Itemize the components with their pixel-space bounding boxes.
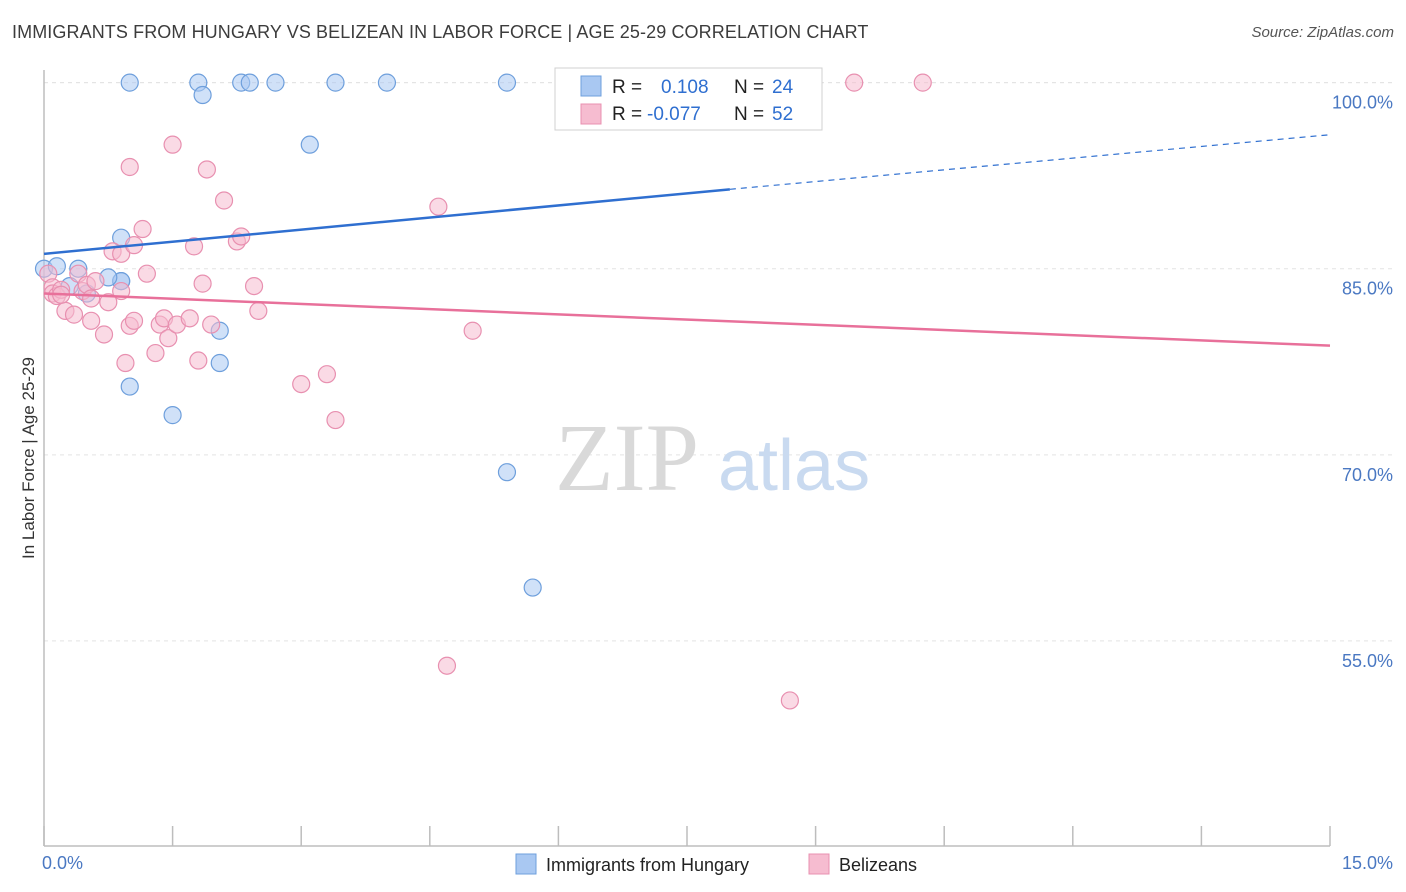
trend-lines — [43, 134, 1331, 347]
legend-n-label-belize: N = — [734, 104, 764, 125]
belize-point-12 — [94, 325, 114, 344]
legend-r-label-belize: R = — [612, 104, 642, 125]
y-axis-label: In Labor Force | Age 25-29 — [19, 357, 38, 559]
watermark-zip: ZIP — [555, 404, 699, 511]
legend-n-value-belize: 52 — [772, 104, 793, 125]
belize-point-39 — [249, 301, 268, 320]
hungary-point-16 — [326, 73, 345, 92]
bottom-legend-label-belize: Belizeans — [839, 855, 917, 875]
x-ticks — [43, 826, 1331, 846]
belize-point-46 — [437, 656, 457, 675]
bottom-legend-swatch-belize — [808, 853, 830, 875]
hungary-point-22 — [120, 377, 139, 396]
chart-title: IMMIGRANTS FROM HUNGARY VS BELIZEAN IN L… — [12, 22, 869, 42]
hungary-point-23 — [163, 406, 182, 425]
hungary-point-18 — [497, 73, 517, 92]
belize-point-48 — [845, 73, 864, 92]
x-tick-label-15: 15.0% — [1342, 853, 1393, 873]
hungary-point-11 — [193, 85, 212, 105]
belize-point-23 — [146, 343, 165, 363]
belize-point-33 — [197, 160, 216, 179]
belize-point-6 — [64, 305, 84, 324]
y-tick-labels: 100.0% 85.0% 70.0% 55.0% — [1332, 93, 1393, 671]
belize-point-35 — [214, 191, 234, 210]
x-tick-labels: 0.0% 15.0% — [42, 853, 1393, 873]
belize-point-27 — [163, 135, 182, 154]
legend-r-value-hungary: 0.108 — [661, 77, 709, 98]
legend-n-value-hungary: 24 — [772, 77, 794, 98]
chart-source: Source: ZipAtlas.com — [1251, 24, 1394, 41]
gridlines — [44, 82, 1392, 642]
watermark-atlas: atlas — [718, 426, 870, 506]
belize-point-38 — [244, 276, 264, 296]
belize-point-47 — [780, 691, 799, 710]
belize-point-13 — [99, 293, 118, 312]
y-tick-label-70: 70.0% — [1342, 465, 1393, 485]
hungary-point-15 — [300, 135, 319, 154]
belize-point-19 — [124, 311, 144, 330]
legend-n-label-hungary: N = — [734, 77, 764, 98]
hungary-point-14 — [266, 73, 285, 92]
series-hungary-points — [34, 73, 722, 597]
belize-point-45 — [463, 321, 482, 340]
belize-point-32 — [193, 274, 212, 293]
belize-point-43 — [326, 410, 345, 430]
belize-point-40 — [120, 157, 139, 177]
belize-point-29 — [180, 309, 199, 328]
legend-bottom: Immigrants from Hungary Belizeans — [515, 853, 917, 875]
trend-line-hungary-extension — [729, 134, 1331, 190]
belize-point-44 — [429, 197, 448, 216]
y-tick-label-100: 100.0% — [1332, 93, 1393, 113]
belize-point-31 — [189, 351, 208, 370]
belize-point-11 — [82, 311, 101, 330]
legend-r-label-hungary: R = — [612, 77, 642, 98]
hungary-point-13 — [240, 73, 259, 92]
hungary-point-24 — [497, 463, 517, 482]
legend-top: R = 0.108 N = 24 R = -0.077 N = 52 — [554, 67, 823, 131]
belize-point-41 — [292, 374, 311, 394]
hungary-point-21 — [210, 353, 229, 373]
y-tick-label-85: 85.0% — [1342, 279, 1393, 299]
belize-point-17 — [116, 353, 135, 373]
hungary-point-17 — [377, 73, 397, 92]
belize-point-49 — [913, 73, 932, 92]
bottom-legend-swatch-hungary — [515, 853, 537, 875]
hungary-point-9 — [120, 73, 139, 92]
bottom-legend-label-hungary: Immigrants from Hungary — [546, 855, 749, 875]
trend-line-belize — [43, 292, 1331, 347]
belize-point-10 — [82, 289, 101, 308]
series-belize-points — [39, 73, 932, 710]
watermark: ZIP atlas — [555, 404, 870, 511]
belize-point-26 — [159, 329, 178, 348]
legend-swatch-hungary — [580, 75, 602, 97]
trend-line-hungary — [43, 188, 730, 256]
legend-r-value-belize: -0.077 — [647, 104, 701, 125]
belize-point-34 — [202, 315, 221, 334]
hungary-point-25 — [523, 578, 542, 597]
x-tick-label-0: 0.0% — [42, 853, 83, 873]
belize-point-30 — [184, 237, 204, 256]
belize-point-21 — [133, 219, 152, 239]
y-tick-label-55: 55.0% — [1342, 651, 1393, 671]
belize-point-22 — [137, 264, 156, 283]
belize-point-51 — [86, 272, 105, 291]
legend-swatch-belize — [580, 103, 602, 125]
belize-point-42 — [317, 365, 337, 384]
